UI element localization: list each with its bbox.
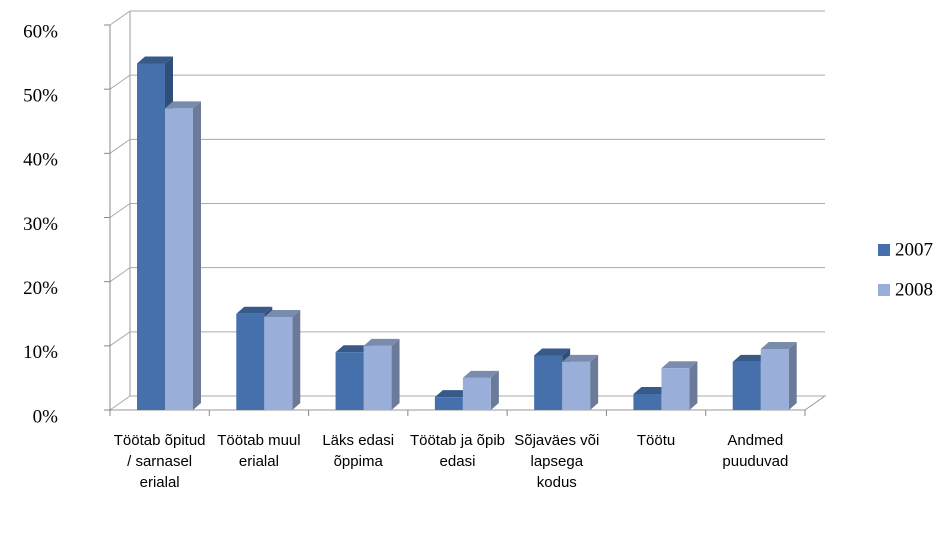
bar-front — [264, 316, 293, 410]
x-tick-label: Töötu — [636, 432, 676, 449]
bar-top — [462, 370, 499, 378]
side-grid — [109, 331, 131, 347]
bar-side — [788, 342, 797, 410]
bar-top — [264, 309, 301, 317]
y-tick-label: 50% — [23, 86, 58, 107]
x-tick-label: Läks edasi õppima — [322, 432, 395, 470]
y-tick-label: 40% — [23, 150, 58, 171]
bar-front — [534, 355, 563, 410]
y-tick-label: 20% — [23, 278, 58, 299]
y-tick-label: 0% — [33, 406, 59, 427]
bar-front — [236, 313, 265, 410]
x-tick-label: Andmed puuduvad — [722, 432, 789, 470]
bar-top — [562, 354, 599, 362]
bar-top — [434, 390, 471, 398]
bar-top — [661, 361, 698, 369]
bar-front — [165, 108, 193, 411]
bar-top — [363, 338, 400, 346]
bar-front — [633, 393, 662, 410]
bar-top — [534, 348, 571, 356]
bar-top — [236, 306, 273, 314]
bar-front — [335, 352, 364, 410]
bar-front — [137, 63, 165, 410]
legend-swatch — [878, 284, 890, 296]
legend-label: 2007 — [895, 239, 933, 260]
bar-top — [137, 56, 173, 64]
bar-top — [165, 101, 201, 109]
bar-side — [391, 338, 400, 410]
y-tick-label: 30% — [23, 214, 58, 235]
bar-front — [363, 345, 392, 410]
side-grid — [109, 203, 131, 218]
bar-side — [689, 361, 698, 410]
bar-front — [661, 368, 690, 410]
bar — [462, 370, 499, 410]
bar-front — [462, 377, 491, 410]
bar-front — [732, 361, 761, 410]
bar-side — [590, 354, 599, 410]
bar — [760, 342, 797, 410]
x-tick-label: Töötab ja õpib edasi — [409, 432, 506, 470]
y-tick-label: 10% — [23, 342, 58, 363]
x-tick-label: Töötab muul erialal — [217, 432, 301, 470]
bar-side — [292, 309, 301, 410]
bar-front — [760, 349, 789, 410]
x-tick-label: Sõjaväes või lapsega kodus — [514, 432, 600, 491]
bar — [363, 338, 400, 410]
legend-swatch — [878, 244, 890, 256]
bar-top — [732, 354, 769, 362]
bar — [661, 361, 698, 410]
bar-side — [193, 101, 201, 411]
bar-side — [490, 370, 499, 410]
x-tick-label: Töötab õpitud / sarnasel erialal — [113, 432, 206, 491]
bar-top — [633, 386, 670, 394]
side-grid — [109, 395, 131, 411]
bar-front — [562, 361, 591, 410]
side-grid — [109, 138, 131, 154]
bar — [264, 309, 301, 410]
bar-top — [760, 342, 797, 350]
side-grid — [109, 10, 131, 26]
y-tick-label: 60% — [23, 21, 58, 42]
bar — [165, 101, 201, 411]
bar-front — [434, 397, 463, 410]
bar-top — [335, 345, 372, 353]
side-grid — [109, 74, 131, 90]
legend-label: 2008 — [895, 279, 933, 300]
bar — [562, 354, 599, 410]
side-grid — [109, 267, 131, 283]
